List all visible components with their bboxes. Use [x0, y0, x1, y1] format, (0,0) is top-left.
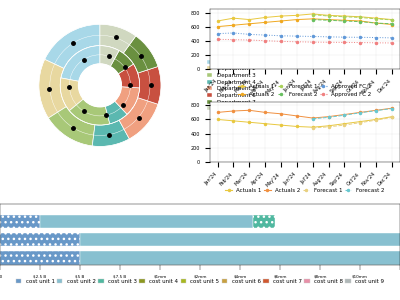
Wedge shape — [110, 51, 134, 74]
Wedge shape — [105, 101, 127, 124]
Wedge shape — [61, 46, 100, 81]
Wedge shape — [60, 78, 84, 111]
Wedge shape — [45, 24, 100, 68]
Bar — [0, 233, 80, 246]
Wedge shape — [138, 67, 161, 104]
Legend: cost unit 1, cost unit 2, cost unit 3, cost unit 4, cost unit 5, cost unit 6, co: cost unit 1, cost unit 2, cost unit 3, c… — [13, 277, 387, 286]
Wedge shape — [123, 36, 158, 73]
Wedge shape — [100, 46, 119, 67]
Bar — [0, 251, 80, 265]
Bar — [80, 251, 400, 265]
Legend: Actuals 1, Actuals 2, Forecast 1, Forecast 2, Approved FC 1, Approved FC 2: Actuals 1, Actuals 2, Forecast 1, Foreca… — [236, 82, 374, 99]
Bar — [80, 233, 400, 246]
Bar — [0, 214, 40, 228]
Bar — [40, 214, 253, 228]
Wedge shape — [48, 106, 95, 146]
Circle shape — [78, 64, 121, 107]
Bar — [253, 214, 275, 228]
Wedge shape — [119, 98, 158, 139]
Wedge shape — [118, 64, 140, 88]
Wedge shape — [114, 87, 140, 114]
Wedge shape — [69, 99, 110, 125]
Wedge shape — [92, 120, 129, 146]
Wedge shape — [39, 59, 66, 118]
Legend: Department 1, Department 2, Department 3, Department 4, Department 5, Department: Department 1, Department 2, Department 3… — [204, 57, 258, 113]
Wedge shape — [100, 24, 136, 53]
Legend: Actuals 1, Actuals 2, Forecast 1, Forecast 2: Actuals 1, Actuals 2, Forecast 1, Foreca… — [223, 185, 386, 195]
